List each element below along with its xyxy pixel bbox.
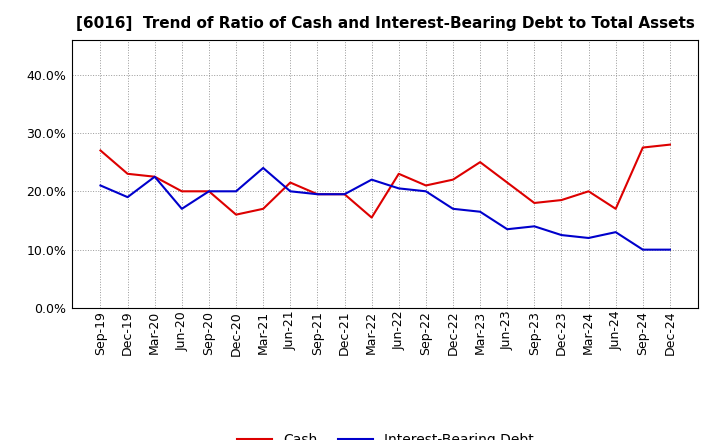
Interest-Bearing Debt	[232, 189, 240, 194]
Interest-Bearing Debt	[313, 191, 322, 197]
Cash	[530, 200, 539, 205]
Interest-Bearing Debt	[150, 174, 159, 180]
Cash	[611, 206, 620, 212]
Cash	[341, 191, 349, 197]
Interest-Bearing Debt	[611, 230, 620, 235]
Interest-Bearing Debt	[341, 191, 349, 197]
Interest-Bearing Debt	[367, 177, 376, 182]
Cash	[150, 174, 159, 180]
Cash	[313, 191, 322, 197]
Interest-Bearing Debt	[395, 186, 403, 191]
Cash	[123, 171, 132, 176]
Interest-Bearing Debt	[421, 189, 430, 194]
Interest-Bearing Debt	[449, 206, 457, 212]
Interest-Bearing Debt	[204, 189, 213, 194]
Cash	[178, 189, 186, 194]
Interest-Bearing Debt	[584, 235, 593, 241]
Cash	[449, 177, 457, 182]
Cash	[639, 145, 647, 150]
Interest-Bearing Debt	[503, 227, 511, 232]
Interest-Bearing Debt	[96, 183, 105, 188]
Cash	[367, 215, 376, 220]
Interest-Bearing Debt	[530, 224, 539, 229]
Cash	[204, 189, 213, 194]
Interest-Bearing Debt	[557, 232, 566, 238]
Legend: Cash, Interest-Bearing Debt: Cash, Interest-Bearing Debt	[231, 428, 539, 440]
Interest-Bearing Debt	[665, 247, 674, 252]
Interest-Bearing Debt	[639, 247, 647, 252]
Line: Interest-Bearing Debt: Interest-Bearing Debt	[101, 168, 670, 249]
Cash	[286, 180, 294, 185]
Cash	[96, 148, 105, 153]
Cash	[395, 171, 403, 176]
Cash	[259, 206, 268, 212]
Cash	[584, 189, 593, 194]
Interest-Bearing Debt	[178, 206, 186, 212]
Interest-Bearing Debt	[123, 194, 132, 200]
Cash	[503, 180, 511, 185]
Cash	[232, 212, 240, 217]
Cash	[665, 142, 674, 147]
Title: [6016]  Trend of Ratio of Cash and Interest-Bearing Debt to Total Assets: [6016] Trend of Ratio of Cash and Intere…	[76, 16, 695, 32]
Interest-Bearing Debt	[259, 165, 268, 171]
Cash	[557, 198, 566, 203]
Interest-Bearing Debt	[476, 209, 485, 214]
Interest-Bearing Debt	[286, 189, 294, 194]
Cash	[476, 159, 485, 165]
Line: Cash: Cash	[101, 145, 670, 217]
Cash	[421, 183, 430, 188]
